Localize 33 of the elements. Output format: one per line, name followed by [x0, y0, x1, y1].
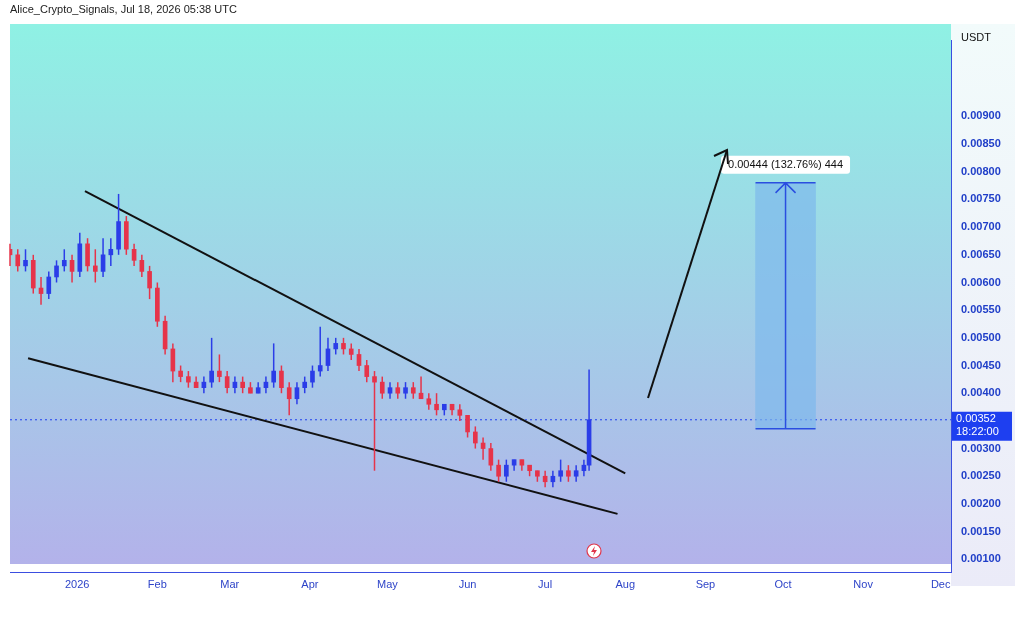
x-tick-label: Apr	[301, 577, 319, 590]
x-tick-label: Oct	[774, 577, 792, 590]
x-tick-label: Sep	[695, 577, 716, 590]
y-tick-label: 0.00700	[961, 220, 1001, 233]
y-tick-label: 0.00900	[961, 109, 1001, 122]
y-tick-label: 0.00300	[961, 441, 1001, 454]
x-tick-label: Dec	[930, 577, 951, 590]
x-tick-label: Jul	[538, 577, 553, 590]
x-tick-label: 2026	[64, 577, 90, 590]
y-tick-label: 0.00500	[961, 330, 1001, 343]
candlestick	[558, 458, 563, 483]
x-tick-label: Feb	[147, 577, 167, 590]
y-tick-label: 0.00250	[961, 469, 1001, 482]
x-tick-label: Nov	[853, 577, 874, 590]
y-tick-label: 0.00600	[961, 275, 1001, 288]
y-tick-label: 0.00200	[961, 496, 1001, 509]
y-tick-label: 0.00450	[961, 358, 1001, 371]
y-axis-title: USDT	[961, 31, 992, 44]
x-tick-label: Jun	[458, 577, 477, 590]
y-tick-label: 0.00100	[961, 552, 1001, 565]
x-tick-label: Aug	[615, 577, 636, 590]
x-tick-label: May	[377, 577, 399, 590]
y-tick-label: 0.00550	[961, 303, 1001, 316]
annotation: 0.00444 (132.76%) 444	[728, 157, 844, 170]
y-tick-label: 0.00850	[961, 137, 1001, 150]
y-tick-label: 0.00150	[961, 524, 1001, 537]
y-tick-label: 0.00800	[961, 164, 1001, 177]
chart-title: Alice_Crypto_Signals, Jul 18, 2026 05:38 UTC	[10, 3, 237, 15]
x-tick-label: Mar	[220, 577, 240, 590]
y-tick-label: 0.00750	[961, 192, 1001, 205]
y-tick-label: 0.00650	[961, 247, 1001, 260]
ref-line-label: 0.00352 18:22:00	[956, 411, 999, 437]
y-tick-label: 0.00400	[961, 386, 1001, 399]
